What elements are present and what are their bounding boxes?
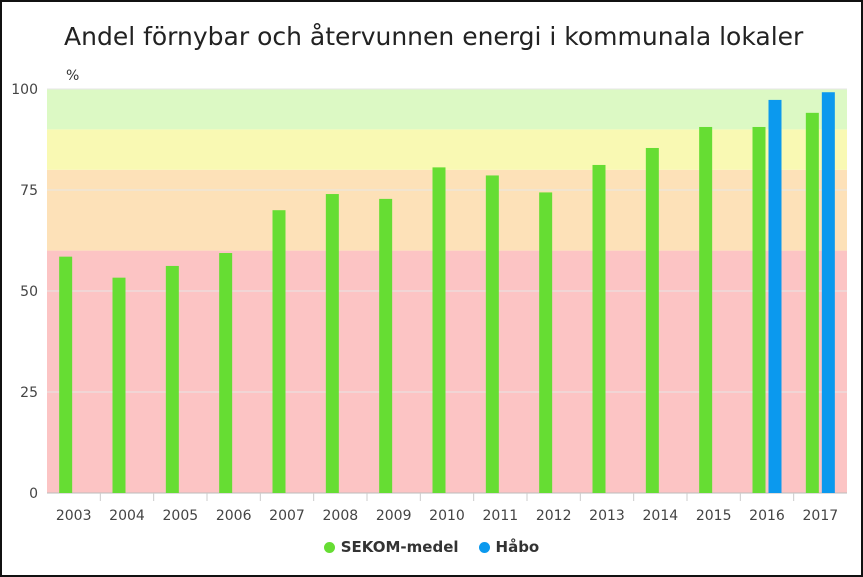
x-tick-label-2006: 2006 <box>216 508 252 524</box>
bar-SEKOM-medel-2013 <box>592 164 606 493</box>
bar-SEKOM-medel-2012 <box>539 192 553 493</box>
y-axis-unit-label: % <box>66 68 80 84</box>
legend-marker-habo <box>478 541 490 553</box>
bar-SEKOM-medel-2015 <box>699 126 713 493</box>
x-tick-label-2014: 2014 <box>643 508 679 524</box>
bar-SEKOM-medel-2014 <box>645 147 659 493</box>
bar-SEKOM-medel-2016 <box>752 126 766 493</box>
x-tick-label-2004: 2004 <box>109 508 145 524</box>
bar-SEKOM-medel-2008 <box>325 194 339 494</box>
bar-SEKOM-medel-2005 <box>165 265 179 493</box>
y-tick-label-100: 100 <box>11 82 38 98</box>
x-tick-label-2016: 2016 <box>749 508 785 524</box>
y-tick-label-75: 75 <box>20 183 38 199</box>
background-band-3 <box>47 89 847 130</box>
y-tick-label-50: 50 <box>20 284 38 300</box>
y-tick-label-25: 25 <box>20 385 38 401</box>
bar-SEKOM-medel-2007 <box>272 210 286 493</box>
x-tick-label-2010: 2010 <box>429 508 465 524</box>
chart-title: Andel förnybar och återvunnen energi i k… <box>64 22 804 51</box>
bar-Håbo-2016 <box>768 99 782 494</box>
bar-SEKOM-medel-2017 <box>805 112 819 493</box>
y-tick-label-0: 0 <box>29 486 38 502</box>
legend-label-sekom: SEKOM-medel <box>340 538 459 556</box>
x-tick-label-2017: 2017 <box>803 508 839 524</box>
background-band-1 <box>47 169 847 251</box>
x-tick-label-2015: 2015 <box>696 508 732 524</box>
x-tick-label-2005: 2005 <box>163 508 199 524</box>
x-tick-label-2013: 2013 <box>589 508 625 524</box>
x-tick-label-2009: 2009 <box>376 508 412 524</box>
bar-SEKOM-medel-2009 <box>379 198 393 493</box>
bar-SEKOM-medel-2011 <box>485 175 499 493</box>
legend-item-habo[interactable]: Håbo <box>478 538 540 556</box>
legend-marker-sekom <box>323 541 335 553</box>
x-tick-label-2012: 2012 <box>536 508 572 524</box>
legend-item-sekom[interactable]: SEKOM-medel <box>323 538 459 556</box>
x-tick-label-2011: 2011 <box>483 508 519 524</box>
x-tick-label-2003: 2003 <box>56 508 92 524</box>
bar-Håbo-2017 <box>821 92 835 494</box>
bar-SEKOM-medel-2003 <box>59 256 73 493</box>
bar-SEKOM-medel-2010 <box>432 167 446 493</box>
bar-SEKOM-medel-2006 <box>219 253 233 493</box>
x-tick-label-2007: 2007 <box>269 508 305 524</box>
background-band-2 <box>47 129 847 170</box>
x-tick-label-2008: 2008 <box>323 508 359 524</box>
chart-legend: SEKOM-medel Håbo <box>0 538 863 556</box>
bar-SEKOM-medel-2004 <box>112 277 126 493</box>
legend-label-habo: Håbo <box>495 538 540 556</box>
